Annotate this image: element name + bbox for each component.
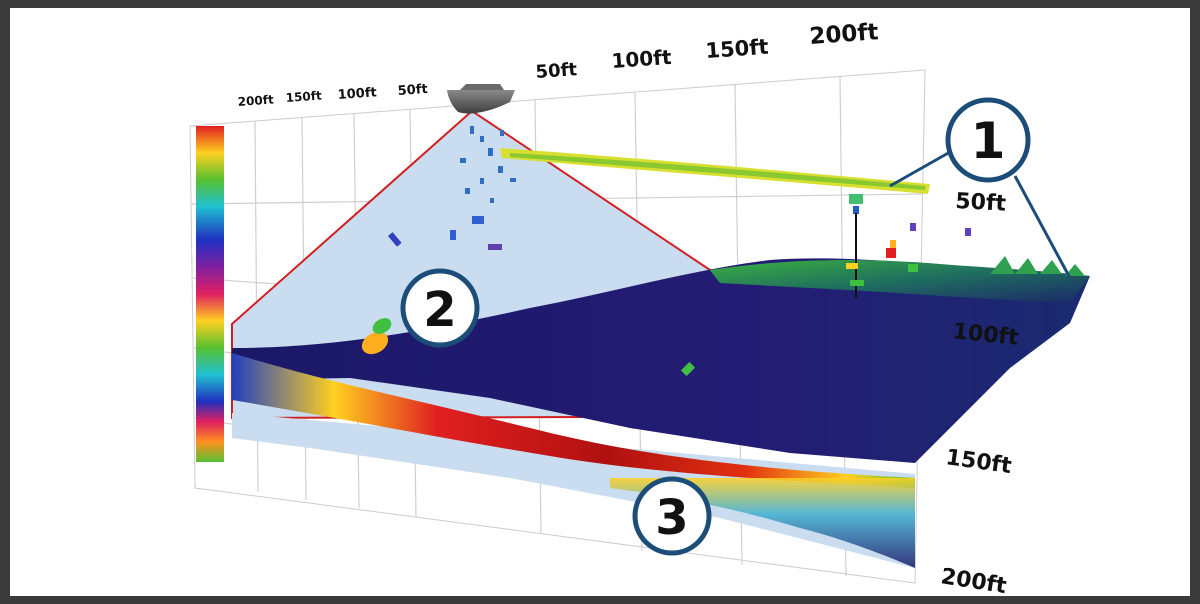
callout-1: 1 bbox=[889, 97, 1072, 279]
sonar-3d-scene: 200ft 150ft 100ft 50ft 50ft 100ft 150ft … bbox=[189, 19, 1090, 596]
bottom-return-heat bbox=[232, 353, 915, 488]
callout-number: 3 bbox=[655, 490, 688, 546]
right-range-label: 150ft bbox=[705, 35, 770, 63]
color-scale-bar bbox=[196, 126, 224, 462]
left-range-label: 150ft bbox=[285, 88, 322, 104]
left-range-label: 100ft bbox=[337, 85, 377, 103]
right-range-label: 200ft bbox=[809, 19, 880, 50]
bottom-return-fan bbox=[610, 478, 915, 568]
sonar-image-frame: 200ft 150ft 100ft 50ft 50ft 100ft 150ft … bbox=[10, 8, 1190, 596]
fish-marks bbox=[361, 216, 971, 377]
callout-number: 2 bbox=[423, 282, 456, 338]
sonar-cone-lower bbox=[232, 413, 915, 568]
left-range-label: 50ft bbox=[397, 82, 428, 99]
surface-clutter bbox=[460, 126, 516, 203]
structure-tower bbox=[846, 194, 918, 298]
callout-number: 1 bbox=[971, 112, 1006, 170]
depth-label: 150ft bbox=[944, 445, 1013, 479]
callout-2: 2 bbox=[400, 268, 480, 348]
right-range-label: 50ft bbox=[535, 59, 578, 83]
right-range-label: 100ft bbox=[611, 45, 673, 73]
bottom-contour bbox=[232, 258, 1090, 463]
left-range-labels: 200ft 150ft 100ft 50ft bbox=[237, 82, 428, 109]
depth-label: 50ft bbox=[955, 189, 1007, 217]
callout-3: 3 bbox=[632, 476, 712, 556]
left-range-label: 200ft bbox=[237, 92, 274, 108]
right-range-labels: 50ft 100ft 150ft 200ft bbox=[535, 19, 879, 83]
shelf-spikes bbox=[990, 256, 1085, 276]
depth-label: 200ft bbox=[939, 564, 1009, 596]
boat-icon bbox=[447, 84, 515, 114]
